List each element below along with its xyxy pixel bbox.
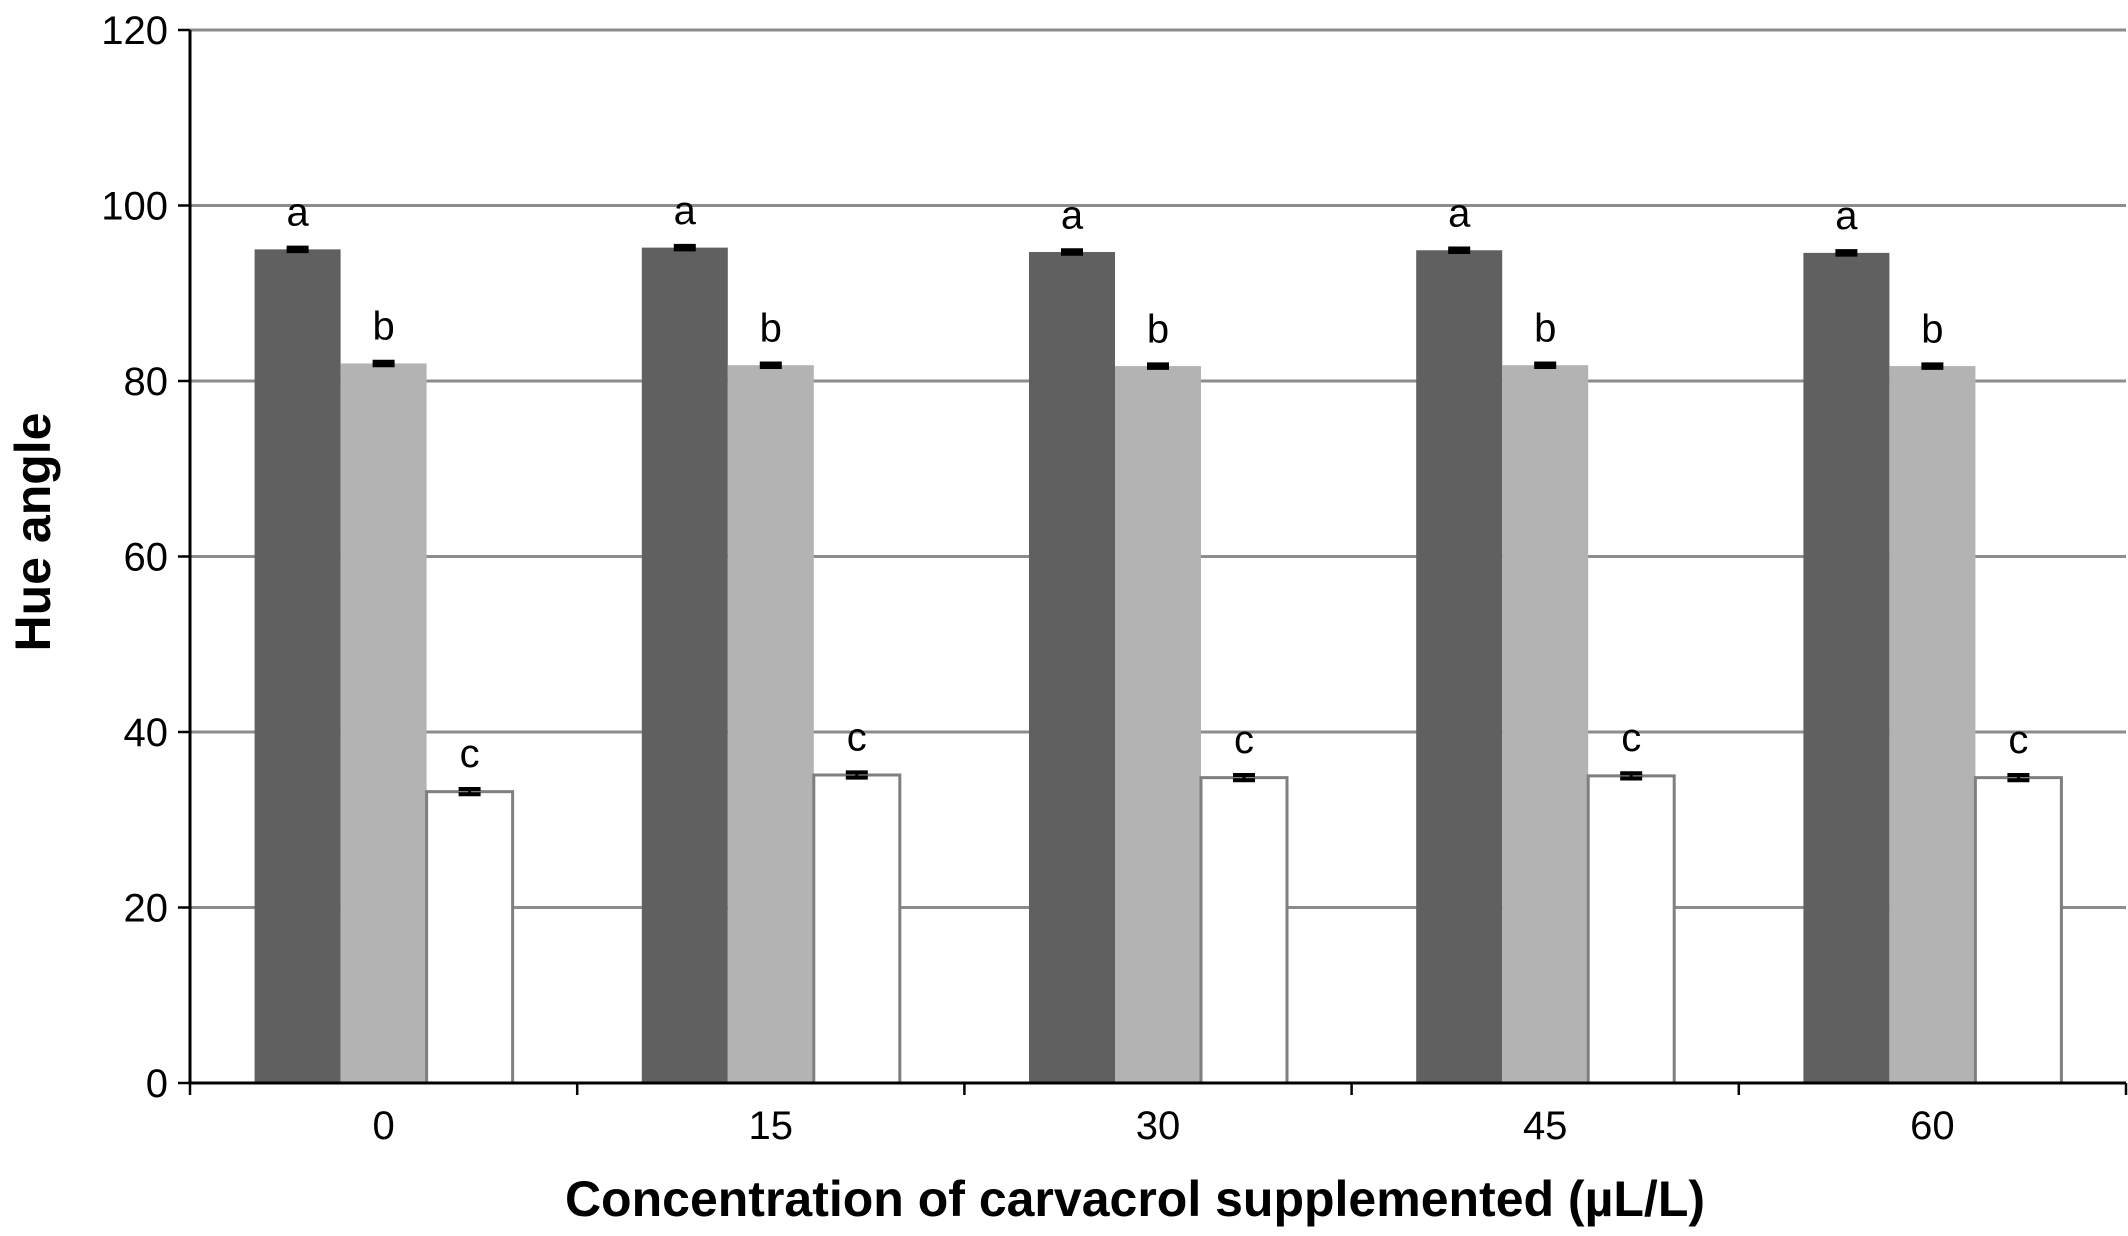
bar-s1-45	[1416, 250, 1503, 1083]
letter-s2-60: b	[1921, 307, 1943, 351]
y-tick-label-20: 20	[124, 887, 169, 931]
bar-s2-0	[340, 363, 427, 1083]
letter-s2-30: b	[1147, 307, 1169, 351]
y-axis-title: Hue angle	[5, 413, 61, 652]
bar-s3-60	[1973, 776, 2063, 1085]
y-tick-label-60: 60	[124, 536, 169, 580]
bar-s2-45	[1502, 365, 1589, 1084]
y-tick-label-100: 100	[101, 185, 168, 229]
letter-s1-30: a	[1061, 193, 1084, 237]
letter-s3-15: c	[847, 715, 867, 759]
bar-s1-0	[254, 249, 341, 1083]
x-axis-title: Concentration of carvacrol supplemented …	[565, 1171, 1705, 1227]
letter-s3-30: c	[1234, 718, 1254, 762]
letter-s2-45: b	[1534, 306, 1556, 350]
bar-s2-60	[1889, 366, 1976, 1083]
x-tick-label-0: 0	[372, 1104, 394, 1148]
letter-s3-60: c	[2008, 718, 2028, 762]
y-tick-label-120: 120	[101, 9, 168, 53]
x-tick-label-60: 60	[1910, 1104, 1955, 1148]
bar-s1-30	[1029, 252, 1115, 1083]
letter-s1-45: a	[1448, 191, 1471, 235]
bar-s3-30	[1199, 776, 1289, 1085]
bar-s1-15	[641, 247, 728, 1083]
y-tick-label-40: 40	[124, 711, 169, 755]
letter-s3-0: c	[460, 732, 480, 776]
letter-s1-0: a	[286, 191, 309, 235]
bar-s2-30	[1115, 366, 1201, 1083]
bars	[254, 243, 2063, 1085]
x-tick-label-45: 45	[1523, 1104, 1568, 1148]
bar-s3-15	[812, 773, 902, 1085]
letter-s3-45: c	[1621, 716, 1641, 760]
bar-s2-15	[727, 365, 814, 1084]
x-tick-label-15: 15	[749, 1104, 794, 1148]
letter-s2-0: b	[372, 305, 394, 349]
labels: 0 20 40 60 80 100 120 a a a a a b b b b b c c c c c 0 15 30 45 60	[101, 9, 2028, 1148]
axes	[178, 28, 2128, 1095]
bar-s3-45	[1586, 774, 1676, 1085]
letter-s1-15: a	[674, 189, 697, 233]
letter-s1-60: a	[1835, 194, 1858, 238]
y-tick-label-80: 80	[124, 360, 169, 404]
bar-s1-60	[1803, 252, 1890, 1083]
letter-s2-15: b	[760, 306, 782, 350]
x-tick-label-30: 30	[1136, 1104, 1181, 1148]
y-tick-label-0: 0	[146, 1062, 168, 1106]
bar-s3-0	[425, 790, 515, 1085]
